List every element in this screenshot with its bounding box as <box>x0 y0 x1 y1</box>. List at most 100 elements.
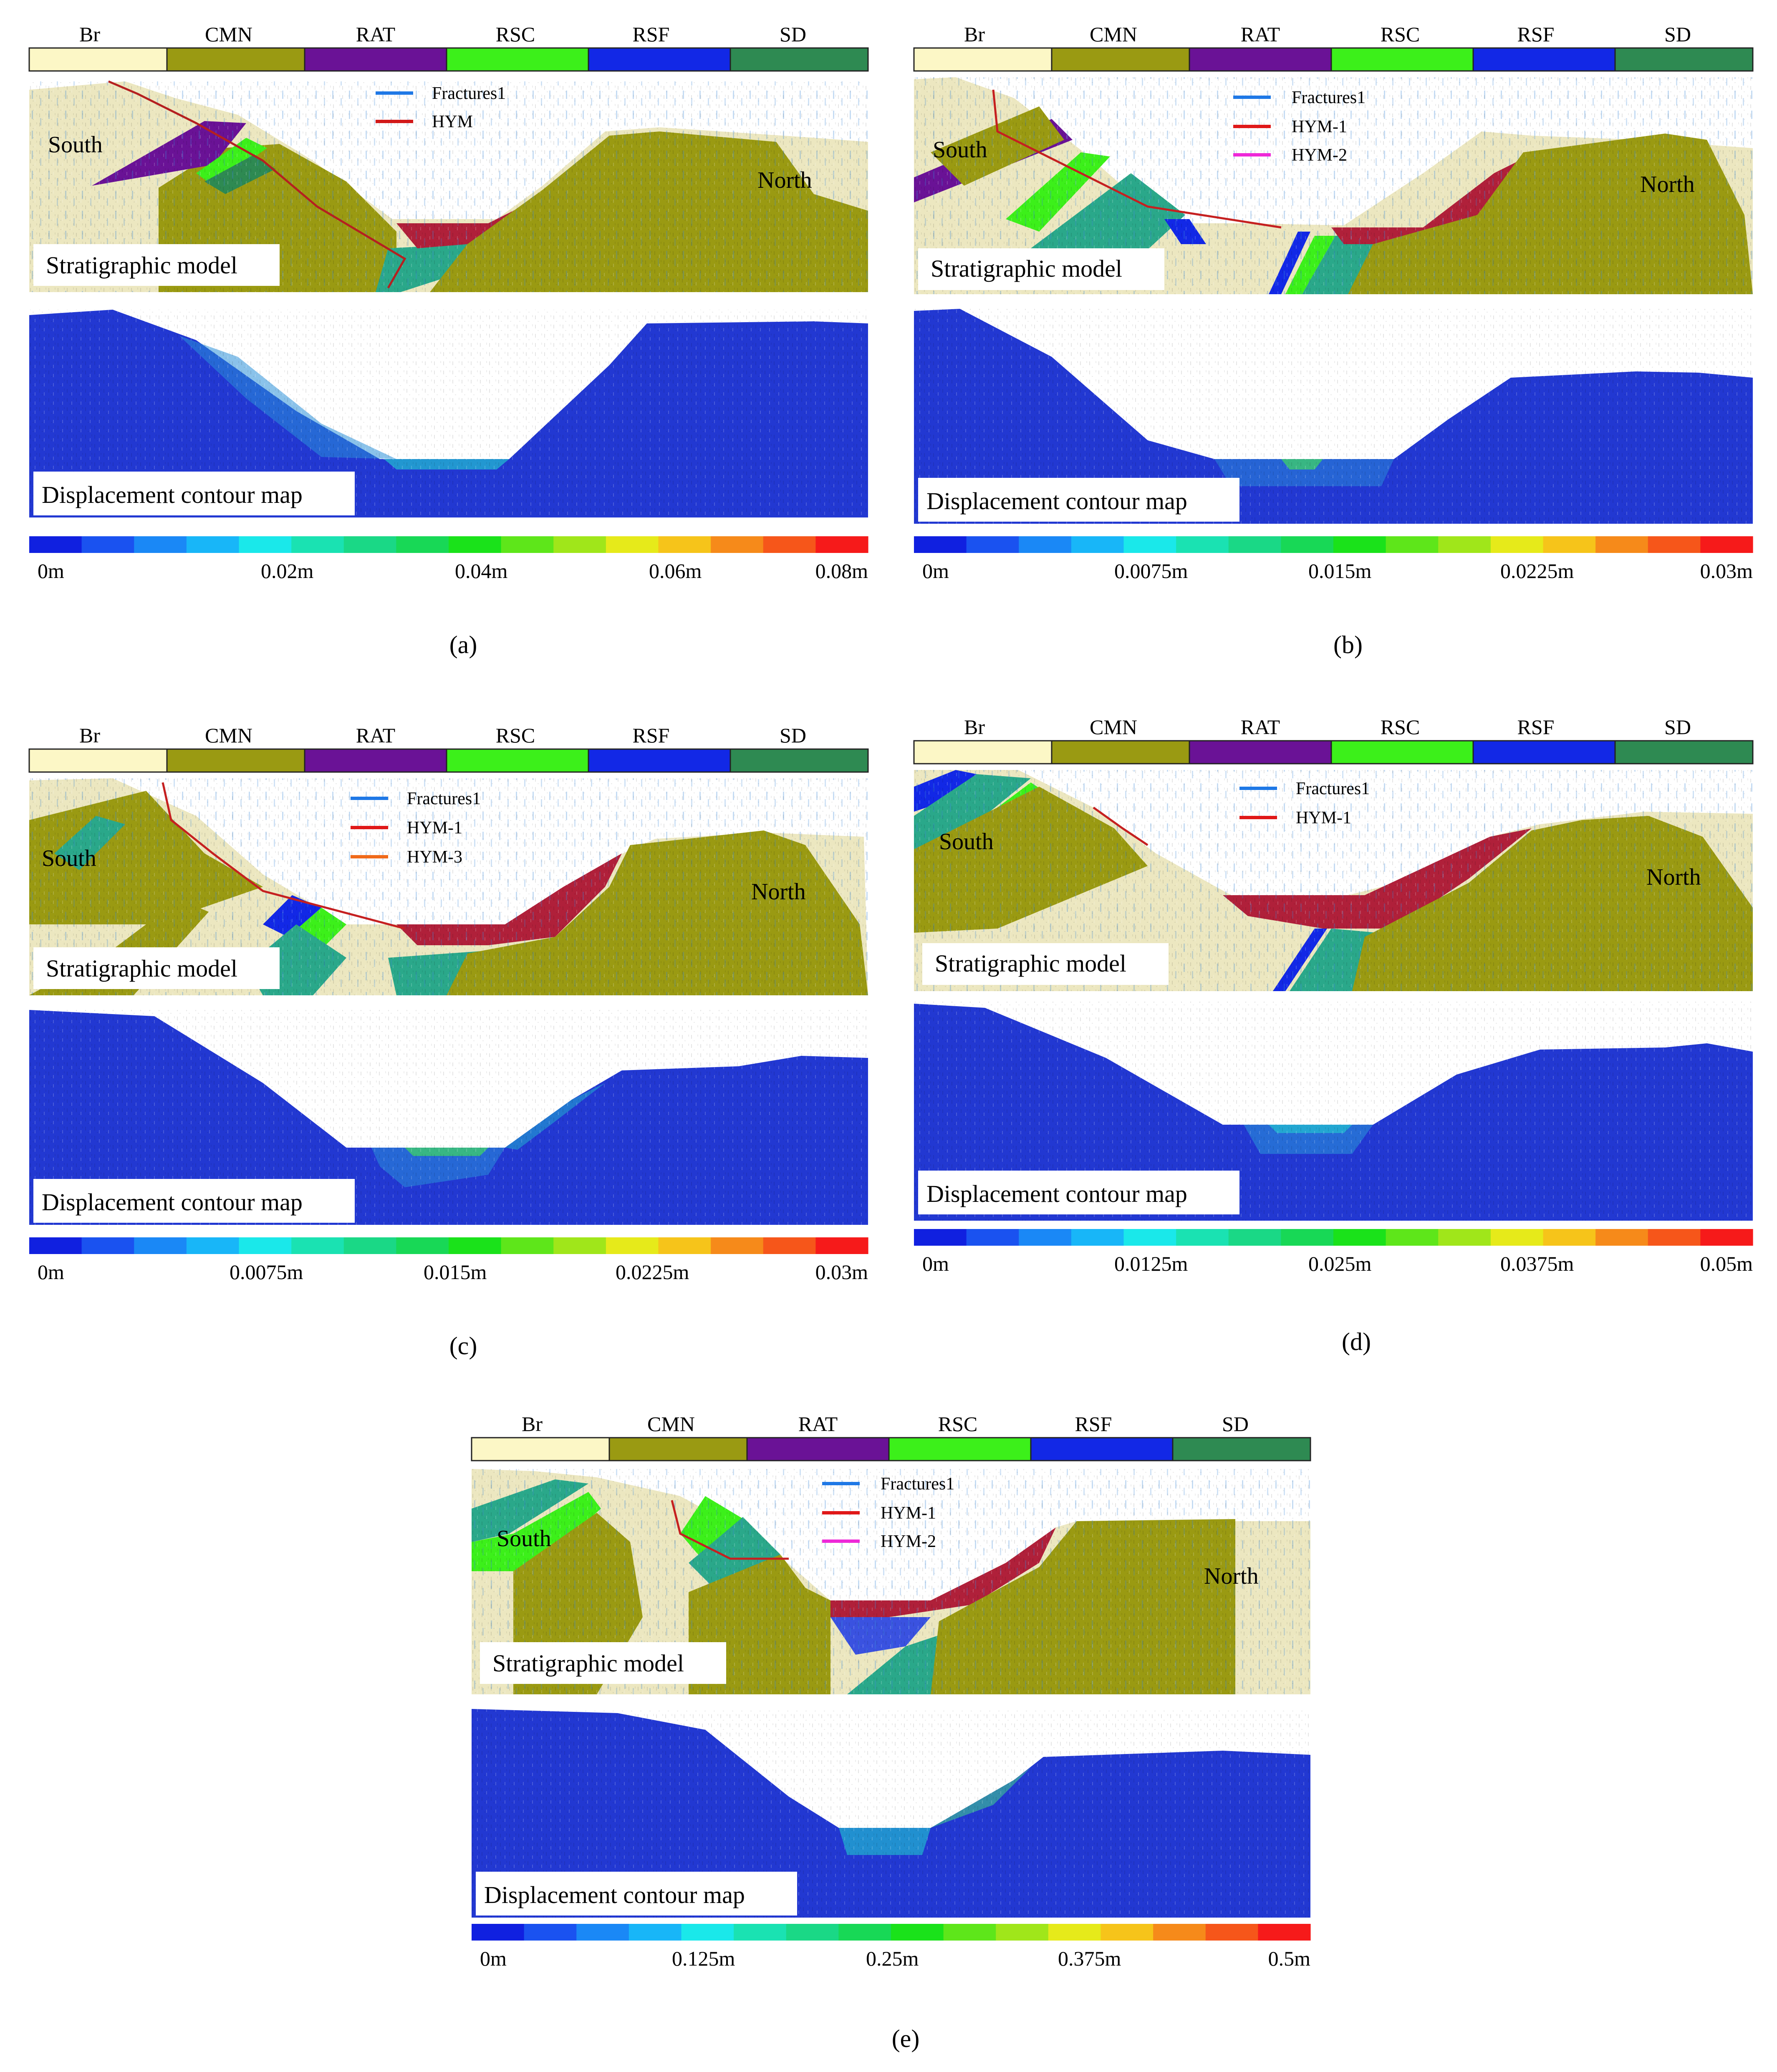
scale-tick-2: 0.015m <box>424 1260 487 1284</box>
colorbar <box>914 1229 1753 1246</box>
strata-swatch-cmn <box>1051 740 1190 765</box>
strat-title-box <box>918 248 1164 290</box>
colorbar-bin-14 <box>1648 1229 1701 1246</box>
hym-trace <box>1093 806 1148 846</box>
colorbar-bin-1 <box>81 536 134 553</box>
colorbar-bin-3 <box>1071 1229 1124 1246</box>
colorbar-bin-13 <box>711 536 764 553</box>
colorbar-bin-1 <box>524 1924 577 1941</box>
colorbar-bin-1 <box>81 1237 134 1254</box>
strata-swatch-rat <box>1189 47 1332 72</box>
strata-swatch-rat <box>746 1437 890 1461</box>
strat-title: Stratigraphic model <box>935 950 1126 977</box>
strata-swatch-br <box>913 740 1053 765</box>
stratigraphic-model: Fractures1 HYM-1 HYM-2 South North Strat… <box>914 77 1753 294</box>
colorbar-bin-12 <box>1543 1229 1596 1246</box>
colorbar-bin-5 <box>734 1924 787 1941</box>
colorbar-bin-9 <box>1386 536 1439 553</box>
colorbar-bin-0 <box>29 536 82 553</box>
strata-label-sd: SD <box>1664 23 1691 46</box>
disp-title-box <box>918 1171 1239 1214</box>
strata-swatch-rsc <box>1330 47 1474 72</box>
colorbar-bin-2 <box>576 1924 629 1941</box>
strata-swatch-rsf <box>1472 47 1616 72</box>
colorbar-bin-13 <box>1153 1924 1206 1941</box>
colorbar-bin-1 <box>966 536 1019 553</box>
colorbar-bin-9 <box>501 536 554 553</box>
fault-legend: Fractures1 HYM-1 HYM-2 <box>1233 88 1366 165</box>
colorbar-bin-4 <box>239 536 292 553</box>
panel-c: Br CMN RAT RSC RSF SD Fractures1 <box>28 724 869 1360</box>
panel-d: Br CMN RAT RSC RSF SD Fractures1 H <box>913 715 1754 1355</box>
strata-label-rsc: RSC <box>1381 715 1420 739</box>
fault-legend-label-1: HYM-1 <box>1292 117 1347 136</box>
strata-label-rsc: RSC <box>496 23 535 46</box>
colorbar-bin-7 <box>1281 1229 1334 1246</box>
strata-label-cmn: CMN <box>205 23 252 46</box>
colorbar-bin-0 <box>29 1237 82 1254</box>
scale-tick-0: 0m <box>922 1252 949 1275</box>
colorbar-bin-10 <box>553 1237 606 1254</box>
scale-tick-2: 0.04m <box>455 559 508 583</box>
scale-tick-3: 0.375m <box>1058 1947 1121 1970</box>
strata-swatch-rsc <box>446 47 589 72</box>
strata-swatch-br <box>28 748 168 773</box>
strata-swatch-rat <box>304 748 447 773</box>
colorbar-bin-7 <box>396 1237 449 1254</box>
strata-swatch-br <box>913 47 1053 72</box>
hym-trace <box>108 80 406 289</box>
colorbar-bin-12 <box>658 1237 711 1254</box>
displacement-map: Displacement contour map <box>29 1010 868 1225</box>
strata-label-rsc: RSC <box>1381 23 1420 46</box>
colorbar-bin-3 <box>1071 536 1124 553</box>
disp-title-box <box>476 1872 797 1916</box>
color-scale: 0m 0.02m 0.04m 0.06m 0.08m <box>29 536 868 583</box>
disp-title: Displacement contour map <box>484 1881 745 1908</box>
strata-label-br: Br <box>79 724 100 747</box>
scale-tick-1: 0.125m <box>672 1947 735 1970</box>
colorbar-bin-11 <box>1490 1229 1544 1246</box>
colorbar-bin-7 <box>1281 536 1334 553</box>
strata-swatch-rsf <box>1030 1437 1174 1461</box>
colorbar-bin-5 <box>291 536 344 553</box>
colorbar <box>472 1924 1311 1941</box>
strata-label-rsf: RSF <box>633 23 670 46</box>
strata-label-sd: SD <box>780 724 806 747</box>
fault-legend-label-0: Fractures1 <box>1296 779 1370 798</box>
scale-tick-3: 0.0225m <box>1500 559 1574 583</box>
colorbar-bin-9 <box>943 1924 996 1941</box>
strat-title-box <box>33 244 280 286</box>
colorbar-bin-6 <box>1228 536 1281 553</box>
colorbar-bin-7 <box>838 1924 891 1941</box>
strata-label-br: Br <box>964 715 985 739</box>
colorbar-bin-4 <box>1123 536 1176 553</box>
colorbar <box>29 1237 868 1254</box>
colorbar-bin-3 <box>629 1924 682 1941</box>
strat-title-box <box>922 943 1169 985</box>
strata-legend-bar: Br CMN RAT RSC RSF SD <box>913 715 1754 765</box>
colorbar <box>914 536 1753 553</box>
scale-tick-4: 0.03m <box>815 1260 868 1284</box>
colorbar-bin-15 <box>1258 1924 1311 1941</box>
south-label: South <box>497 1526 551 1552</box>
color-scale: 0m 0.0075m 0.015m 0.0225m 0.03m <box>29 1237 868 1284</box>
strata-swatch-rsc <box>1330 740 1474 765</box>
colorbar-bin-4 <box>1123 1229 1176 1246</box>
displacement-map: Displacement contour map <box>472 1709 1310 1918</box>
colorbar-bin-12 <box>1543 536 1596 553</box>
colorbar-bin-14 <box>763 1237 816 1254</box>
strata-swatch-cmn <box>608 1437 748 1461</box>
panel-caption: (b) <box>1333 631 1363 659</box>
disp-title-box <box>33 472 355 515</box>
displacement-map: Displacement contour map <box>914 309 1753 524</box>
colorbar-bin-11 <box>606 1237 659 1254</box>
color-scale: 0m 0.0125m 0.025m 0.0375m 0.05m <box>914 1229 1753 1275</box>
scale-tick-0: 0m <box>38 1260 64 1284</box>
colorbar-bin-6 <box>343 536 396 553</box>
strata-label-br: Br <box>964 23 985 46</box>
strat-title-box <box>480 1642 726 1684</box>
strata-swatch-rsf <box>588 47 731 72</box>
strat-title: Stratigraphic model <box>492 1650 684 1677</box>
scale-tick-4: 0.05m <box>1700 1252 1753 1275</box>
fault-legend-label-0: Fractures1 <box>1292 88 1366 107</box>
